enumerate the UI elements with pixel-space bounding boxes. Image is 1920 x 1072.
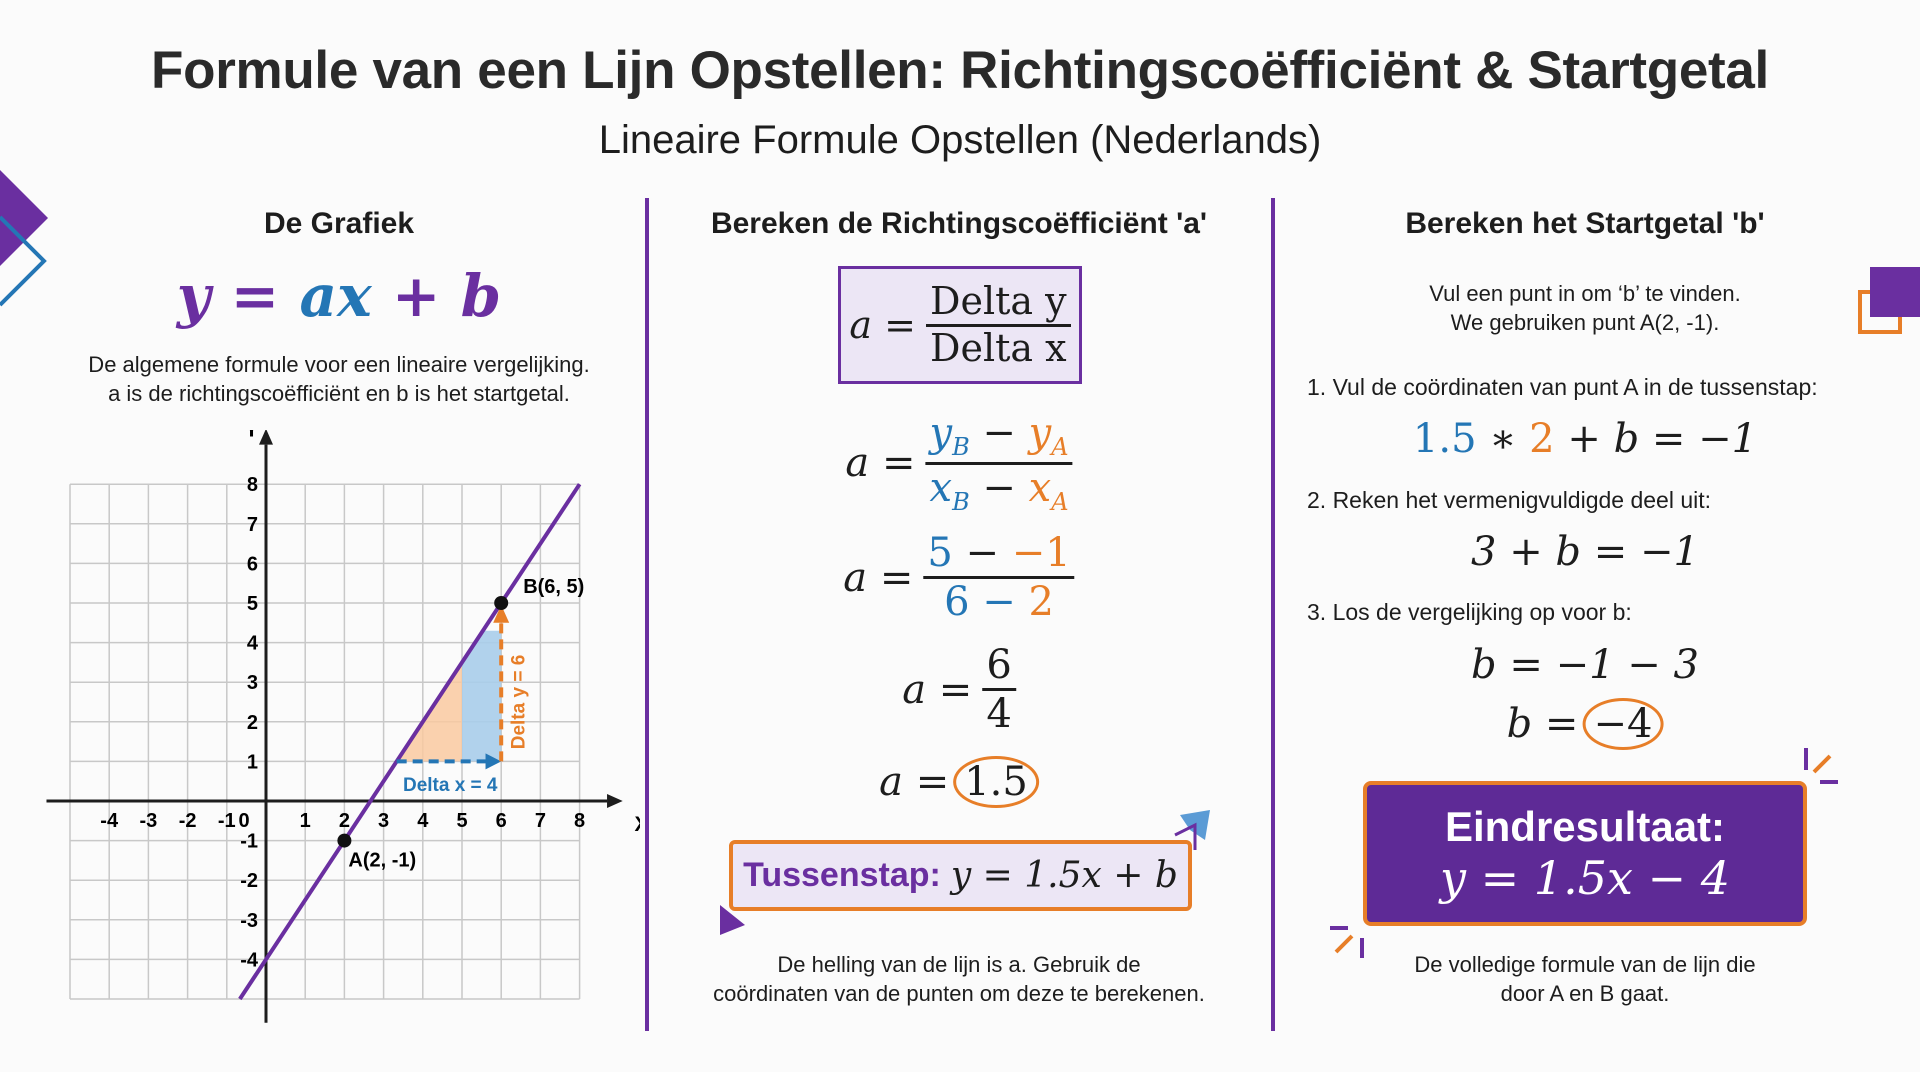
slope-result: a = 1.5: [879, 756, 1039, 808]
slope-result-circle: 1.5: [953, 756, 1039, 808]
decor-corner-arrows: [720, 810, 1210, 935]
column-divider: [645, 198, 649, 1031]
slope-definition-box: a = Delta y Delta x: [838, 266, 1082, 384]
x-tick-label: -2: [179, 810, 197, 832]
decor-square-shapes: [1858, 267, 1920, 334]
graph-description: De algemene formule voor een lineaire ve…: [88, 352, 590, 406]
x-tick-label: 7: [535, 810, 546, 832]
x-tick-label: 2: [339, 810, 350, 832]
y-tick-label: 1: [247, 751, 258, 773]
x-tick-label: 4: [417, 810, 429, 832]
slope-heading: Bereken de Richtingscoëfficiënt 'a': [710, 207, 1208, 240]
y-axis-arrow-icon: [259, 430, 273, 445]
delta-x-label: Delta x = 4: [403, 775, 498, 796]
intercept-intro: Vul een punt in om ‘b’ te vinden. We gebr…: [1429, 281, 1741, 335]
x-axis-label: X: [634, 813, 640, 836]
y-tick-label: -4: [240, 949, 259, 971]
slope-formula-values: a = 5 − −1 6 − 2: [843, 530, 1075, 625]
y-tick-label: -3: [240, 910, 258, 932]
y-tick-label: -1: [240, 831, 258, 853]
intercept-result: b = −4: [1507, 698, 1664, 750]
x-tick-label: -4: [100, 810, 119, 832]
y-tick-label: 5: [247, 593, 258, 615]
page-subtitle: Lineaire Formule Opstellen (Nederlands): [598, 118, 1322, 162]
intercept-result-circle: −4: [1582, 698, 1664, 750]
step-3-text: 3. Los de vergelijking op voor b:: [1307, 599, 1632, 625]
x-tick-label: 0: [238, 810, 249, 832]
y-tick-label: 2: [247, 712, 258, 734]
delta-y-label: Delta y = 6: [509, 655, 530, 750]
final-result-box: Eindresultaat: y = 1.5x − 4: [1363, 781, 1807, 926]
x-tick-label: 5: [456, 810, 467, 832]
final-result-label: Eindresultaat:: [1444, 802, 1726, 850]
decor-diamond-shapes: [0, 170, 48, 307]
x-tick-label: -1: [218, 810, 236, 832]
point-marker: [494, 596, 509, 610]
intermediate-step-box: Tussenstap: y = 1.5x + b: [729, 840, 1192, 911]
result-description: De volledige formule van de lijn die door…: [1414, 952, 1756, 1006]
step-2-equation: 3 + b = −1: [1471, 529, 1699, 575]
column-divider: [1271, 198, 1275, 1031]
x-axis-arrow-icon: [607, 794, 623, 808]
step-1-equation: 1.5 ∗ 2 + b = −1: [1412, 416, 1758, 462]
point-label: A(2, -1): [348, 850, 416, 872]
x-tick-label: -3: [140, 810, 158, 832]
coordinate-graph: X Y -4 -3 -2 -10 1 2 3 4 5 6 7 8 8 7 6 5 4 3 2 1 -1 -2 -3 -4 Delta…: [46, 430, 640, 1023]
x-tick-label: 8: [574, 810, 585, 832]
page-title: Formule van een Lijn Opstellen: Richting…: [151, 41, 1769, 100]
y-tick-label: 3: [247, 672, 258, 694]
slope-formula-points: a = yB − yA xB − xA: [845, 410, 1073, 516]
delta-rect-blue: [462, 630, 502, 762]
intercept-heading: Bereken het Startgetal 'b': [1405, 207, 1765, 240]
y-tick-label: 8: [247, 474, 258, 496]
slope-description: De helling van de lijn is a. Gebruik de c…: [713, 952, 1205, 1006]
point-marker: [337, 833, 352, 848]
y-tick-label: -2: [240, 870, 258, 892]
delta-x-arrowhead-icon: [485, 753, 502, 770]
x-tick-label: 6: [496, 810, 507, 832]
graph-heading: De Grafiek: [263, 207, 415, 240]
decor-sparkle-lines: [1330, 748, 1838, 958]
line-y-1.5x-4: [238, 483, 582, 1001]
final-result-formula: y = 1.5x − 4: [1440, 850, 1730, 905]
step-1-text: 1. Vul de coördinaten van punt A in de t…: [1307, 374, 1818, 400]
delta-y-arrowhead-icon: [493, 604, 510, 623]
y-tick-label: 6: [247, 553, 258, 575]
y-tick-label: 7: [247, 514, 258, 536]
general-formula: y = ax + b: [176, 262, 502, 330]
point-label: B(6, 5): [523, 576, 584, 598]
y-axis-label: Y: [244, 430, 258, 442]
y-tick-label: 4: [247, 633, 259, 655]
step-2-text: 2. Reken het vermenigvuldigde deel uit:: [1307, 487, 1712, 513]
x-tick-label: 1: [300, 810, 311, 832]
x-tick-label: 3: [378, 810, 389, 832]
step-3-equation: b = −1 − 3: [1471, 642, 1699, 688]
